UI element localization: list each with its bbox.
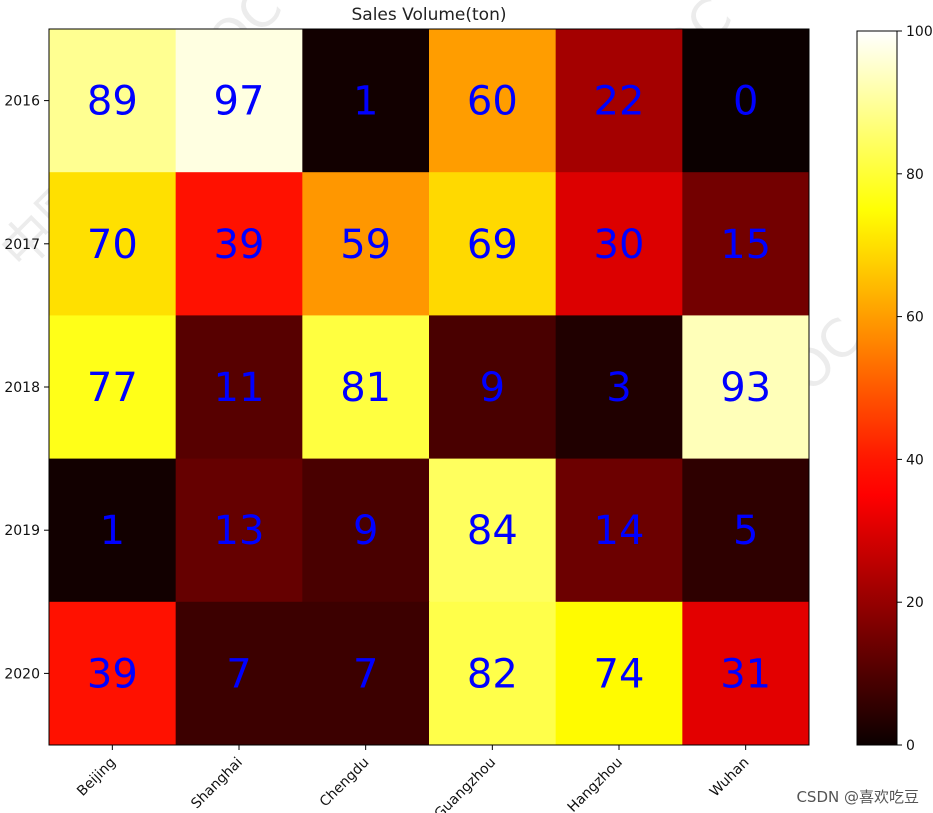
heatmap-cell [175, 601, 303, 746]
x-tick-label: Chengdu [317, 755, 373, 811]
heatmap-cell [302, 315, 430, 460]
x-tick-label: Shanghai [188, 755, 246, 813]
heatmap-cell [682, 601, 810, 746]
cell-value-label: 3 [606, 365, 631, 411]
x-tick-label: Guangzhou [431, 755, 499, 813]
heatmap-cell [49, 315, 177, 460]
heatmap-cell [302, 29, 430, 173]
cell-value-label: 9 [480, 365, 505, 411]
colorbar-tick-label: 20 [906, 595, 924, 611]
cell-value-label: 11 [214, 365, 265, 411]
colorbar [856, 30, 898, 746]
cell-value-label: 7 [353, 651, 378, 697]
colorbar-tick-label: 40 [906, 452, 924, 468]
credit-text: CSDN @喜欢吃豆 [796, 788, 919, 806]
cell-value-label: 13 [214, 508, 265, 554]
y-tick-label: 2019 [4, 523, 40, 539]
cell-value-label: 59 [340, 222, 391, 268]
heatmap-cell [682, 458, 810, 603]
cell-value-label: 97 [214, 79, 265, 125]
heatmap-cell [49, 29, 177, 173]
heatmap-cell [302, 601, 430, 746]
heatmap-cell [555, 315, 683, 460]
y-tick-label: 2018 [4, 380, 40, 396]
cell-value-label: 60 [467, 79, 518, 125]
cell-value-label: 14 [594, 508, 645, 554]
cell-value-label: 81 [340, 365, 391, 411]
cell-value-label: 7 [226, 651, 251, 697]
heatmap-cell [175, 172, 303, 316]
y-tick-label: 2016 [4, 94, 40, 110]
cell-value-label: 0 [733, 79, 758, 125]
heatmap-cell [175, 29, 303, 173]
colorbar-tick-label: 80 [906, 167, 924, 183]
heatmap-cell [555, 601, 683, 746]
cell-value-label: 39 [214, 222, 265, 268]
y-tick-label: 2017 [4, 237, 40, 253]
cell-value-label: 69 [467, 222, 518, 268]
y-tick-label: 2020 [4, 666, 40, 682]
heatmap-cell [302, 172, 430, 316]
cell-value-label: 5 [733, 508, 758, 554]
heatmap-cell [555, 172, 683, 316]
colorbar-tick-label: 100 [906, 24, 933, 40]
cell-value-label: 31 [720, 651, 771, 697]
heatmap-cell [175, 458, 303, 603]
colorbar-tick-label: 0 [906, 738, 915, 754]
heatmap-cell [682, 172, 810, 316]
heatmap-cell [429, 601, 557, 746]
cell-value-label: 22 [594, 79, 645, 125]
cell-value-label: 70 [87, 222, 138, 268]
cell-value-label: 15 [720, 222, 771, 268]
heatmap-cell [49, 458, 177, 603]
cell-value-label: 89 [87, 79, 138, 125]
cell-value-label: 93 [720, 365, 771, 411]
x-tick-label: Beijing [74, 755, 119, 800]
heatmap-cell [429, 315, 557, 460]
cell-value-label: 77 [87, 365, 138, 411]
heatmap-cell [429, 458, 557, 603]
heatmap-cell [682, 29, 810, 173]
heatmap-cell [555, 458, 683, 603]
heatmap-cell [302, 458, 430, 603]
colorbar-tick-label: 60 [906, 310, 924, 326]
cell-value-label: 82 [467, 651, 518, 697]
heatmap-cell [49, 601, 177, 746]
heatmap-cell [555, 29, 683, 173]
chart-title: Sales Volume(ton) [352, 5, 507, 25]
cell-value-label: 84 [467, 508, 518, 554]
heatmap-cell [429, 29, 557, 173]
heatmap-cell [682, 315, 810, 460]
cell-value-label: 1 [100, 508, 125, 554]
heatmap-cell [429, 172, 557, 316]
cell-value-label: 30 [594, 222, 645, 268]
cell-value-label: 1 [353, 79, 378, 125]
heatmap-cell [175, 315, 303, 460]
cell-value-label: 9 [353, 508, 378, 554]
cell-value-label: 74 [594, 651, 645, 697]
x-tick-label: Wuhan [707, 755, 753, 801]
heatmap-cell [49, 172, 177, 316]
x-tick-label: Hangzhou [565, 755, 626, 813]
cell-value-label: 39 [87, 651, 138, 697]
